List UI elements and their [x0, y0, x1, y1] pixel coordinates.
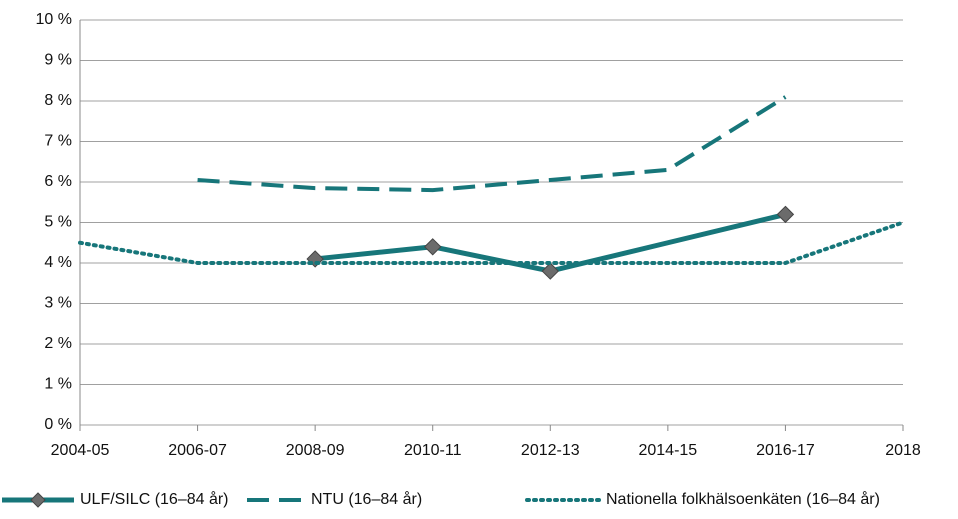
y-tick-label: 2 %	[44, 335, 72, 352]
legend-label: Nationella folkhälsoenkäten (16–84 år)	[606, 490, 880, 508]
y-tick-label: 4 %	[44, 254, 72, 271]
series-line	[78, 220, 905, 265]
y-tick-label: 9 %	[44, 52, 72, 69]
marker	[776, 205, 795, 224]
legend-marker	[30, 492, 46, 508]
y-tick-label: 7 %	[44, 133, 72, 150]
legend-label: NTU (16–84 år)	[311, 490, 422, 508]
y-tick-label: 0 %	[44, 416, 72, 433]
legend-label: ULF/SILC (16–84 år)	[80, 490, 229, 508]
x-tick-label: 2012-13	[521, 442, 580, 459]
x-tick-label: 2008-09	[286, 442, 345, 459]
y-tick-label: 6 %	[44, 173, 72, 190]
marker	[424, 238, 442, 256]
x-tick-label: 2010-11	[404, 442, 462, 459]
marker	[541, 262, 559, 280]
y-tick-label: 8 %	[44, 92, 72, 109]
y-tick-label: 3 %	[44, 295, 72, 312]
series-line	[197, 95, 787, 193]
x-tick-label: 2004-05	[51, 442, 110, 459]
x-tick-label: 2014-15	[638, 442, 697, 459]
y-tick-label: 5 %	[44, 214, 72, 231]
x-tick-label: 2016-17	[756, 442, 815, 459]
y-tick-label: 10 %	[36, 11, 72, 28]
x-tick-label: 2006-07	[168, 442, 227, 459]
x-tick-label: 2018	[885, 442, 921, 459]
y-tick-label: 1 %	[44, 376, 72, 393]
